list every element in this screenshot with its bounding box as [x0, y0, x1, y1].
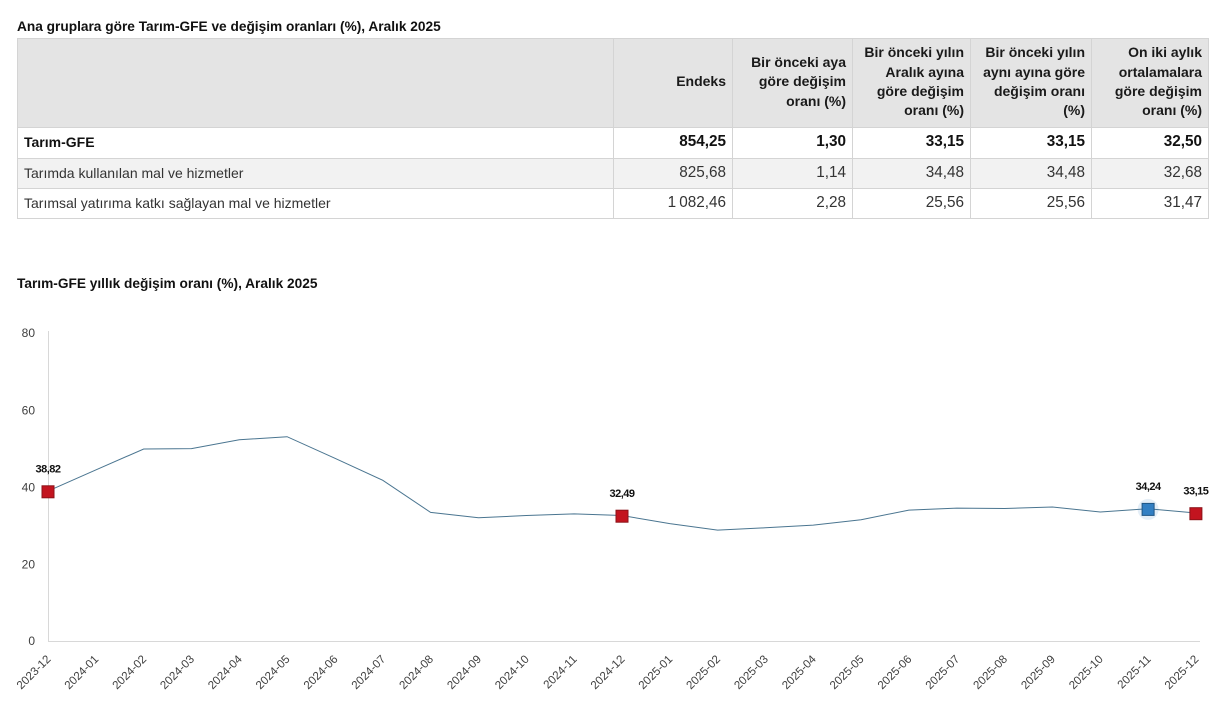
svg-text:2024-09: 2024-09	[445, 653, 484, 692]
svg-text:2025-08: 2025-08	[971, 653, 1010, 692]
svg-text:20: 20	[22, 558, 36, 572]
svg-text:40: 40	[22, 480, 36, 494]
svg-text:2024-05: 2024-05	[253, 653, 292, 692]
svg-text:2025-12: 2025-12	[1162, 653, 1201, 692]
svg-text:2024-04: 2024-04	[206, 652, 246, 692]
svg-text:2025-04: 2025-04	[780, 652, 820, 692]
svg-text:34,24: 34,24	[1136, 481, 1162, 493]
svg-text:2024-06: 2024-06	[301, 653, 340, 692]
svg-text:2024-01: 2024-01	[62, 653, 101, 692]
svg-text:33,15: 33,15	[1183, 486, 1208, 498]
svg-text:0: 0	[28, 634, 35, 648]
svg-text:2023-12: 2023-12	[14, 653, 53, 692]
svg-text:2024-07: 2024-07	[349, 653, 388, 692]
svg-text:2024-12: 2024-12	[588, 653, 627, 692]
svg-text:38,82: 38,82	[35, 464, 60, 476]
svg-text:2025-09: 2025-09	[1019, 653, 1058, 692]
svg-text:2025-03: 2025-03	[732, 653, 771, 692]
svg-text:2024-08: 2024-08	[397, 653, 436, 692]
svg-text:2025-02: 2025-02	[684, 653, 723, 692]
svg-text:2024-03: 2024-03	[158, 653, 197, 692]
svg-text:2025-05: 2025-05	[827, 653, 866, 692]
svg-text:2025-07: 2025-07	[923, 653, 962, 692]
svg-text:80: 80	[22, 326, 36, 340]
svg-text:2025-11: 2025-11	[1115, 653, 1154, 692]
svg-text:32,49: 32,49	[609, 488, 634, 500]
svg-text:2024-10: 2024-10	[493, 653, 532, 692]
svg-text:2024-11: 2024-11	[541, 653, 580, 692]
svg-text:2025-10: 2025-10	[1067, 653, 1106, 692]
svg-text:2025-06: 2025-06	[875, 653, 914, 692]
svg-text:60: 60	[22, 403, 36, 417]
svg-text:2025-01: 2025-01	[636, 653, 675, 692]
svg-text:2024-02: 2024-02	[110, 653, 149, 692]
